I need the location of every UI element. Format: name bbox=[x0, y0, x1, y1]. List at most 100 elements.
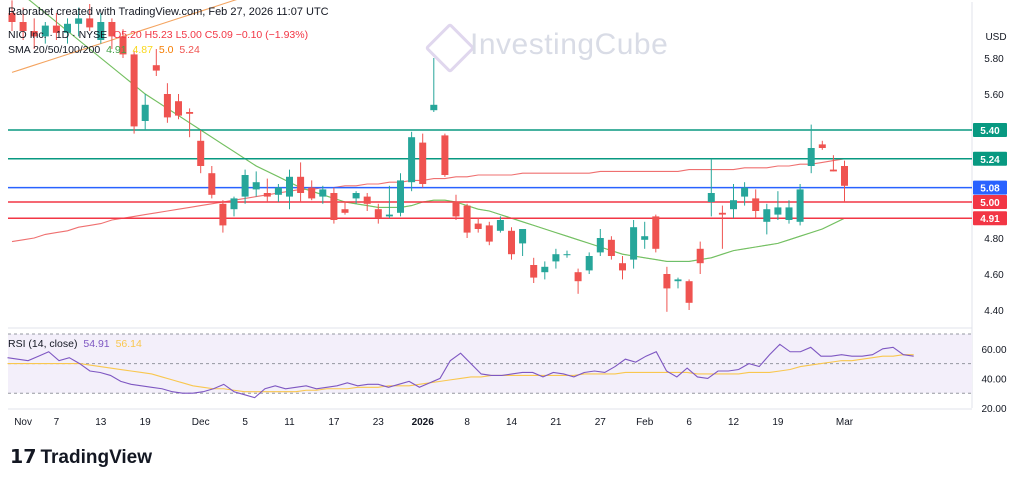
candle-body bbox=[752, 198, 760, 211]
x-tick-label: 2026 bbox=[412, 417, 435, 428]
x-tick-label: 11 bbox=[284, 417, 295, 428]
x-tick-label: Feb bbox=[636, 417, 654, 428]
candle bbox=[596, 229, 604, 256]
candle bbox=[674, 277, 682, 289]
candle-body bbox=[119, 36, 127, 55]
sma-label[interactable]: SMA 20/50/100/200 bbox=[8, 44, 101, 56]
ohlc-values: O5.20 H5.23 L5.00 C5.09 −0.10 (−1.93%) bbox=[113, 29, 309, 41]
rsi-legend: RSI (14, close) 54.91 56.14 bbox=[8, 338, 145, 350]
watermark: InvestingCube bbox=[470, 28, 669, 61]
candle bbox=[607, 236, 615, 260]
candle-body bbox=[463, 205, 471, 233]
tradingview-logo-icon: 𝟭𝟳 bbox=[10, 447, 37, 468]
candle bbox=[774, 191, 782, 220]
candle-body bbox=[508, 230, 515, 255]
candle bbox=[652, 214, 660, 253]
candle-body bbox=[64, 23, 71, 33]
candle bbox=[363, 193, 371, 211]
x-tick-label: 7 bbox=[54, 417, 60, 428]
candle-body bbox=[252, 182, 260, 190]
candle bbox=[441, 133, 449, 177]
candle bbox=[752, 189, 760, 219]
candle-body bbox=[286, 176, 293, 197]
candle-body bbox=[41, 25, 49, 37]
rsi-tick-label: 60.00 bbox=[981, 345, 1006, 356]
candle-body bbox=[385, 214, 393, 217]
candle bbox=[707, 158, 715, 217]
level-label-1: 5.24 bbox=[980, 155, 1000, 166]
candle bbox=[663, 266, 671, 312]
candle-body bbox=[97, 22, 105, 40]
x-tick-label: 14 bbox=[506, 417, 518, 428]
candle-body bbox=[297, 176, 305, 193]
rsi-tick-label: 40.00 bbox=[981, 374, 1006, 385]
x-tick-label: 5 bbox=[242, 417, 248, 428]
rsi-label[interactable]: RSI (14, close) bbox=[8, 338, 78, 350]
candle-body bbox=[730, 200, 737, 210]
candle bbox=[30, 18, 38, 49]
candle bbox=[141, 94, 149, 130]
sma-50-value: 4.87 bbox=[132, 44, 153, 56]
rsi-tick-label: 20.00 bbox=[981, 404, 1006, 415]
candle bbox=[496, 216, 504, 233]
sma-20-line bbox=[28, 0, 845, 262]
candle bbox=[374, 203, 382, 224]
candle bbox=[119, 29, 127, 58]
candle-body bbox=[274, 187, 282, 195]
candle bbox=[541, 261, 549, 280]
candle-body bbox=[530, 265, 538, 278]
candle bbox=[52, 13, 60, 40]
candle-body bbox=[197, 140, 205, 166]
candle bbox=[841, 160, 848, 202]
candle-body bbox=[175, 101, 182, 116]
candle-body bbox=[607, 239, 615, 256]
candle-body bbox=[519, 229, 527, 244]
candle bbox=[330, 187, 338, 224]
candle bbox=[696, 241, 704, 274]
level-label-2: 5.08 bbox=[980, 184, 1000, 195]
candle bbox=[741, 182, 749, 206]
candle-body bbox=[652, 216, 660, 249]
level-tag-1 bbox=[973, 151, 1007, 166]
candle-body bbox=[441, 135, 449, 175]
price-axis: USD 5.80 5.60 4.80 4.60 4.40 bbox=[984, 32, 1006, 317]
x-tick-label: 27 bbox=[595, 417, 607, 428]
sma-100-value: 5.0 bbox=[158, 44, 174, 56]
y-tick-label: 4.80 bbox=[984, 234, 1004, 245]
candle-body bbox=[430, 104, 438, 111]
candle-body bbox=[552, 254, 560, 262]
brand-name: TradingView bbox=[40, 447, 153, 468]
candle-body bbox=[763, 209, 771, 222]
candle-body bbox=[785, 207, 793, 220]
candle-body bbox=[108, 22, 116, 37]
x-tick-label: Mar bbox=[836, 417, 854, 428]
candle bbox=[197, 130, 205, 174]
sma-legend: SMA 20/50/100/200 4.91 4.87 5.0 5.24 bbox=[8, 44, 203, 56]
candle-body bbox=[685, 281, 693, 303]
candle bbox=[530, 257, 538, 283]
y-tick-label: 5.60 bbox=[984, 90, 1004, 101]
candle bbox=[341, 202, 349, 215]
candle bbox=[685, 279, 693, 310]
candle-body bbox=[86, 18, 94, 28]
x-tick-label: 21 bbox=[550, 417, 562, 428]
candle-body bbox=[741, 187, 749, 197]
candle-body bbox=[163, 94, 171, 118]
candle bbox=[208, 166, 216, 199]
candle bbox=[474, 218, 482, 233]
candle bbox=[86, 4, 94, 31]
candle bbox=[552, 248, 560, 269]
candle bbox=[64, 18, 71, 44]
x-tick-label: Nov bbox=[14, 417, 32, 428]
candle-body bbox=[319, 189, 327, 197]
time-axis: Nov 7 13 19 Dec 5 11 17 23 2026 8 14 21 27 Feb 6 12 19 Mar bbox=[8, 408, 972, 428]
tradingview-brand[interactable]: 𝟭𝟳 TradingView bbox=[10, 446, 152, 469]
symbol-name[interactable]: NIO Inc. · 1D · NYSE bbox=[8, 29, 108, 41]
sma-200-value: 5.24 bbox=[179, 44, 200, 56]
candle-body bbox=[230, 198, 238, 210]
sma-20-value: 4.91 bbox=[106, 44, 127, 56]
candle-body bbox=[807, 148, 815, 166]
candle bbox=[308, 180, 316, 201]
candle-body bbox=[152, 65, 160, 71]
